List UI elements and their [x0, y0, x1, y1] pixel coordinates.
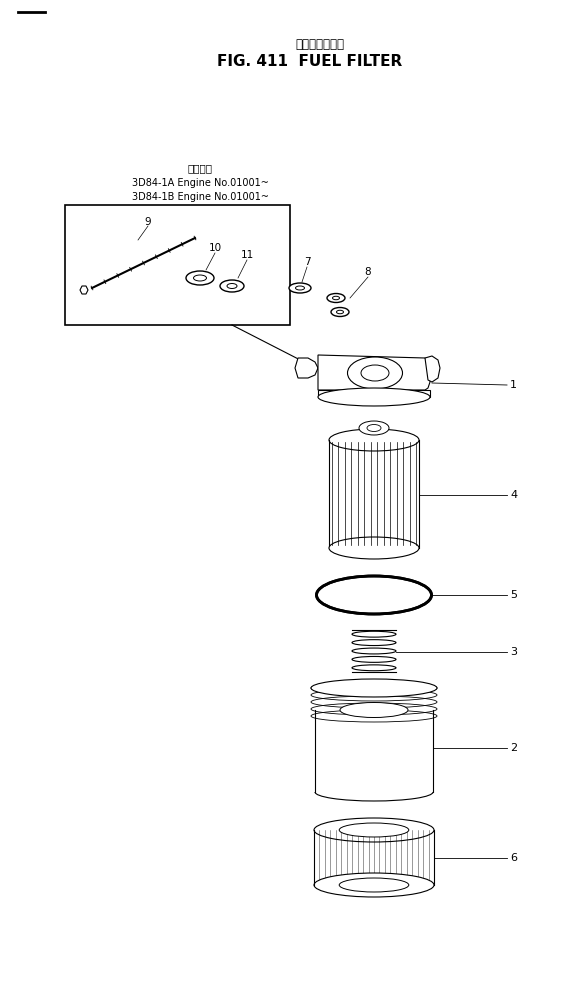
Ellipse shape — [361, 365, 389, 381]
Ellipse shape — [186, 271, 214, 285]
Ellipse shape — [352, 648, 396, 654]
Ellipse shape — [316, 576, 431, 614]
Ellipse shape — [193, 275, 206, 281]
Ellipse shape — [329, 537, 419, 559]
Text: 3D84-1A Engine No.01001~: 3D84-1A Engine No.01001~ — [132, 178, 268, 188]
Ellipse shape — [329, 429, 419, 451]
Ellipse shape — [318, 388, 430, 406]
Ellipse shape — [367, 424, 381, 431]
Ellipse shape — [227, 283, 237, 288]
Ellipse shape — [314, 873, 434, 897]
Ellipse shape — [220, 280, 244, 292]
Text: 8: 8 — [365, 267, 371, 277]
Text: 11: 11 — [240, 250, 253, 260]
Text: 3D84-1B Engine No.01001~: 3D84-1B Engine No.01001~ — [132, 192, 269, 202]
Bar — [65, 205, 290, 325]
Text: FIG. 411  FUEL FILTER: FIG. 411 FUEL FILTER — [217, 54, 403, 69]
Ellipse shape — [348, 357, 403, 389]
Polygon shape — [295, 358, 318, 378]
Text: 適用号機: 適用号機 — [188, 163, 213, 173]
Text: 6: 6 — [510, 853, 517, 863]
Ellipse shape — [331, 307, 349, 316]
Text: 1: 1 — [510, 380, 517, 390]
Ellipse shape — [295, 286, 304, 290]
Text: 2: 2 — [510, 743, 517, 753]
Ellipse shape — [352, 640, 396, 646]
Ellipse shape — [359, 421, 389, 435]
Text: フェルフィルタ: フェルフィルタ — [295, 38, 345, 51]
Ellipse shape — [336, 310, 344, 313]
Ellipse shape — [311, 679, 437, 697]
Polygon shape — [318, 355, 430, 390]
Ellipse shape — [314, 818, 434, 842]
Ellipse shape — [352, 665, 396, 671]
Ellipse shape — [352, 632, 396, 638]
Ellipse shape — [352, 657, 396, 663]
Polygon shape — [80, 286, 88, 294]
Polygon shape — [318, 390, 430, 397]
Ellipse shape — [340, 703, 408, 718]
Ellipse shape — [289, 283, 311, 293]
Ellipse shape — [327, 293, 345, 302]
Ellipse shape — [324, 583, 424, 608]
Polygon shape — [425, 356, 440, 382]
Ellipse shape — [339, 823, 409, 837]
Ellipse shape — [332, 296, 340, 299]
Text: 5: 5 — [510, 590, 517, 600]
Text: 3: 3 — [510, 647, 517, 657]
Text: 9: 9 — [145, 217, 151, 227]
Text: 10: 10 — [209, 243, 222, 253]
Text: 7: 7 — [304, 257, 310, 267]
Text: 4: 4 — [510, 490, 517, 500]
Ellipse shape — [339, 878, 409, 892]
